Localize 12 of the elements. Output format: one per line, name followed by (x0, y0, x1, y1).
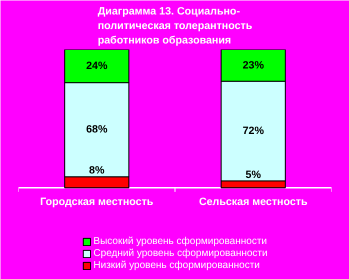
chart-title: Диаграмма 13. Социально- политическая толерантность работников образования (98, 6, 253, 46)
data-label: 5% (246, 168, 262, 181)
data-label: 8% (89, 164, 105, 177)
x-tick-label: Городская местность (40, 196, 154, 208)
data-label: 72% (242, 125, 264, 138)
legend-label: Высокий уровень сформированности (93, 236, 268, 247)
legend-label: Средний уровень сформированности (93, 248, 268, 259)
x-tick-label: Сельская местность (198, 196, 308, 208)
data-label: 68% (86, 124, 108, 136)
data-label: 23% (242, 59, 264, 72)
legend-label: Низкий уровень сформированности (93, 260, 260, 271)
data-label: 24% (86, 60, 108, 72)
